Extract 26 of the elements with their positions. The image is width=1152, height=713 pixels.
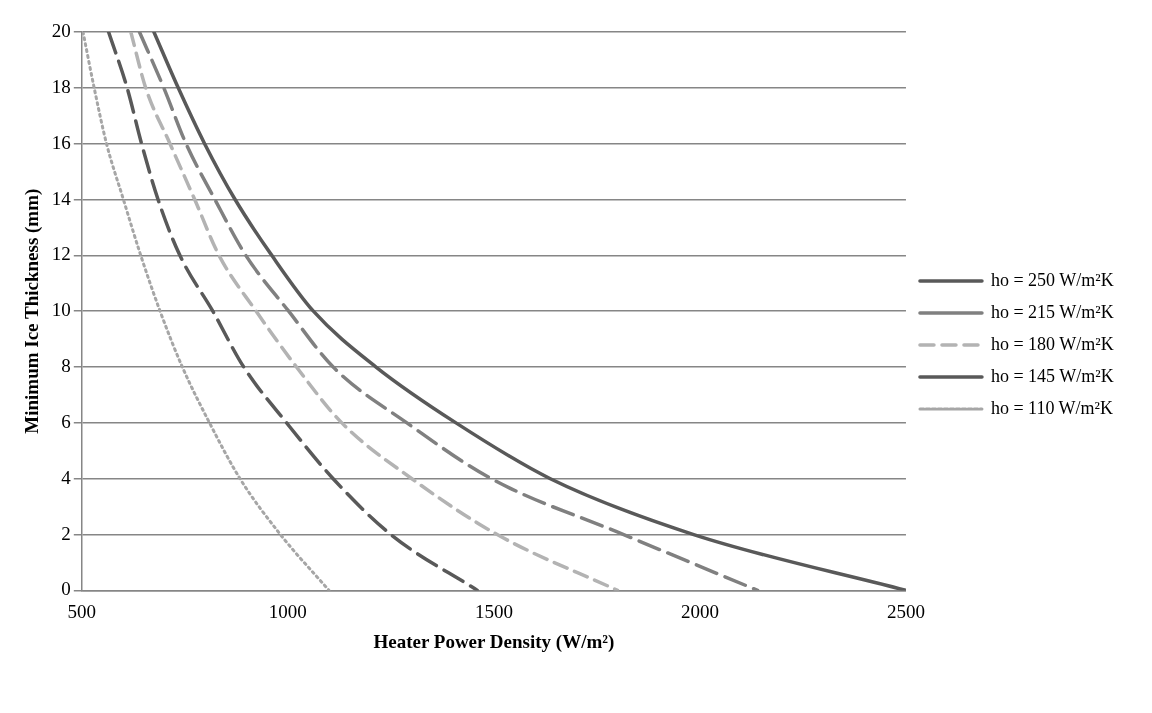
y-tick-label: 12 bbox=[51, 243, 71, 265]
x-tick-label: 500 bbox=[67, 600, 97, 622]
y-tick-label: 2 bbox=[61, 522, 71, 544]
x-tick-label: 2500 bbox=[886, 600, 925, 622]
line-series bbox=[106, 32, 480, 591]
y-tick-label: 4 bbox=[61, 466, 72, 488]
legend-label: ho = 110 W/m²K bbox=[990, 397, 1114, 418]
y-tick-label: 16 bbox=[51, 131, 71, 153]
x-tick-label: 1500 bbox=[474, 600, 513, 622]
legend-label: ho = 215 W/m²K bbox=[990, 301, 1114, 322]
x-axis-title: Heater Power Density (W/m²) bbox=[373, 630, 615, 653]
y-tick-label: 8 bbox=[61, 355, 71, 377]
legend-label: ho = 145 W/m²K bbox=[990, 365, 1114, 386]
x-tick-label: 1000 bbox=[268, 600, 307, 622]
legend-label: ho = 180 W/m²K bbox=[990, 333, 1114, 354]
y-tick-label: 20 bbox=[51, 19, 71, 41]
y-tick-label: 10 bbox=[51, 299, 71, 321]
x-tick-label: 2000 bbox=[680, 600, 719, 622]
y-tick-label: 18 bbox=[51, 75, 71, 97]
y-tick-label: 6 bbox=[61, 410, 71, 432]
legend-label: ho = 250 W/m²K bbox=[990, 269, 1114, 290]
line-series bbox=[152, 32, 906, 591]
y-axis-title: Minimum Ice Thickness (mm) bbox=[21, 188, 44, 434]
line-series bbox=[129, 32, 620, 591]
y-tick-label: 0 bbox=[61, 578, 71, 600]
y-tick-label: 14 bbox=[51, 187, 72, 209]
